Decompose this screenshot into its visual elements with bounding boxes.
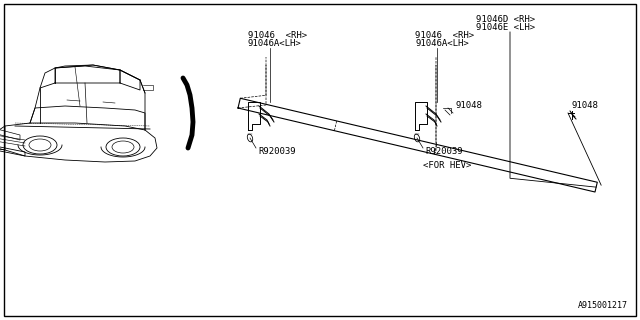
Text: 91046E <LH>: 91046E <LH> — [476, 23, 535, 32]
Text: 91048: 91048 — [455, 101, 482, 110]
Text: 91046  <RH>: 91046 <RH> — [415, 31, 474, 40]
Text: 91046A<LH>: 91046A<LH> — [415, 39, 468, 48]
Text: A915001217: A915001217 — [578, 301, 628, 310]
Text: 91048: 91048 — [572, 100, 599, 109]
Text: R920039: R920039 — [258, 148, 296, 156]
Text: 91046  <RH>: 91046 <RH> — [248, 31, 307, 40]
Text: 91046D <RH>: 91046D <RH> — [476, 15, 535, 24]
Text: <FOR HEV>: <FOR HEV> — [423, 162, 472, 171]
Text: 91046A<LH>: 91046A<LH> — [248, 39, 301, 48]
Text: R920039: R920039 — [425, 148, 463, 156]
